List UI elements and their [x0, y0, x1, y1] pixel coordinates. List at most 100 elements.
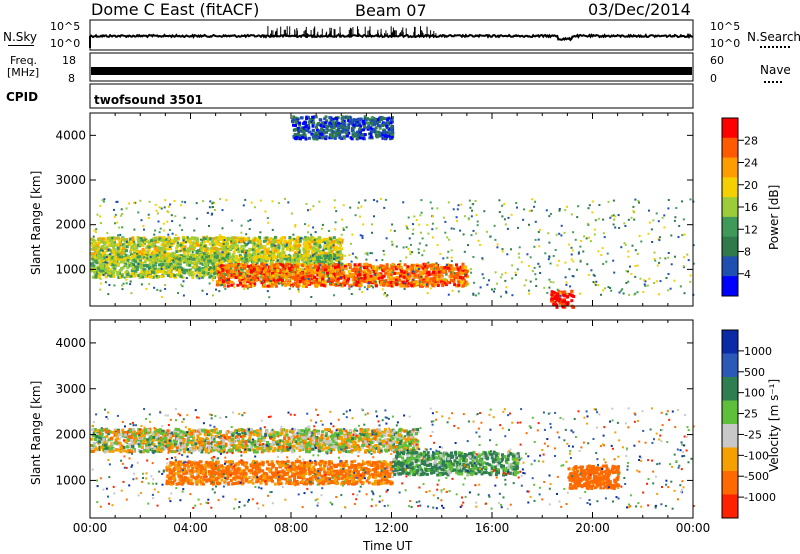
- power-cell: [465, 269, 469, 273]
- power-cell: [565, 301, 569, 305]
- power-speckle: [408, 237, 411, 240]
- power-speckle: [623, 242, 626, 245]
- power-cell: [101, 240, 105, 244]
- power-speckle: [156, 288, 159, 291]
- power-cell: [341, 122, 345, 126]
- power-cell: [308, 268, 312, 272]
- power-speckle: [310, 233, 313, 236]
- power-speckle: [128, 202, 131, 205]
- power-cell: [296, 132, 300, 136]
- power-cell: [116, 248, 120, 252]
- power-cell: [405, 270, 409, 274]
- power-cell: [318, 255, 321, 259]
- power-cell: [278, 259, 282, 263]
- power-cell: [380, 281, 384, 285]
- power-cell: [336, 282, 340, 285]
- power-speckle: [304, 258, 307, 261]
- power-cell: [352, 118, 356, 122]
- power-cell: [93, 240, 97, 244]
- power-cell: [252, 260, 256, 264]
- power-cell: [300, 129, 304, 133]
- power-cell: [206, 237, 210, 241]
- power-speckle: [198, 277, 201, 280]
- power-speckle: [171, 259, 174, 262]
- power-cell: [211, 248, 215, 252]
- power-cell: [319, 239, 323, 243]
- power-cell: [114, 255, 118, 259]
- power-speckle: [154, 229, 157, 232]
- power-speckle: [253, 206, 256, 209]
- power-cell: [322, 247, 326, 251]
- power-speckle: [491, 288, 493, 291]
- power-cell: [210, 246, 214, 250]
- power-cell: [445, 265, 448, 269]
- power-speckle: [219, 284, 222, 287]
- power-speckle: [420, 276, 423, 279]
- power-cell: [317, 266, 321, 270]
- power-cell: [363, 273, 367, 277]
- power-cell: [112, 259, 116, 263]
- power-cell: [153, 264, 157, 268]
- power-cell: [384, 271, 388, 275]
- power-cell: [389, 273, 393, 277]
- power-speckle: [399, 260, 402, 263]
- power-speckle: [511, 277, 514, 280]
- power-cell: [411, 268, 415, 272]
- power-cell: [146, 239, 150, 243]
- power-cell: [315, 243, 319, 247]
- power-cell: [369, 132, 373, 136]
- power-cell: [212, 267, 216, 271]
- power-cell: [219, 272, 223, 276]
- power-speckle: [182, 280, 185, 283]
- power-cell: [436, 284, 440, 287]
- power-cell: [154, 269, 158, 273]
- power-cell: [90, 247, 94, 251]
- power-cell: [172, 266, 176, 270]
- power-cell: [189, 241, 193, 245]
- power-cell: [397, 275, 401, 279]
- power-cell: [307, 281, 311, 285]
- power-cell: [149, 269, 153, 273]
- power-cell: [284, 244, 288, 248]
- power-cell: [427, 273, 431, 277]
- power-cell: [371, 121, 375, 125]
- power-speckle: [610, 215, 613, 217]
- power-cell: [336, 131, 339, 135]
- power-cell: [227, 263, 231, 267]
- power-speckle: [461, 282, 464, 285]
- power-speckle: [670, 234, 673, 237]
- power-cell: [298, 268, 302, 272]
- power-speckle: [533, 266, 536, 269]
- power-cell: [271, 272, 275, 275]
- power-speckle: [515, 202, 518, 204]
- power-speckle: [293, 237, 296, 240]
- power-speckle: [262, 280, 264, 283]
- power-speckle: [233, 286, 236, 289]
- power-speckle: [652, 219, 655, 222]
- power-speckle: [125, 278, 128, 281]
- power-cell: [555, 303, 559, 307]
- power-cell: [264, 263, 268, 267]
- power-cell: [442, 280, 446, 284]
- power-cell: [335, 240, 338, 244]
- power-speckle: [121, 284, 124, 287]
- power-cell: [294, 119, 298, 123]
- power-cell: [157, 258, 161, 262]
- power-speckle: [598, 204, 601, 206]
- power-speckle: [166, 220, 169, 223]
- power-speckle: [330, 259, 333, 262]
- power-cell: [104, 275, 108, 279]
- power-speckle: [533, 245, 536, 248]
- power-cell: [266, 249, 270, 253]
- power-cell: [274, 280, 278, 284]
- power-cell: [215, 280, 219, 284]
- power-speckle: [167, 211, 170, 214]
- power-cell: [305, 282, 308, 286]
- power-speckle: [143, 256, 146, 259]
- power-speckle: [334, 228, 337, 231]
- power-cell: [258, 235, 262, 239]
- power-cell: [249, 275, 253, 279]
- power-speckle: [674, 216, 677, 219]
- power-speckle: [313, 253, 316, 256]
- power-speckle: [640, 240, 643, 243]
